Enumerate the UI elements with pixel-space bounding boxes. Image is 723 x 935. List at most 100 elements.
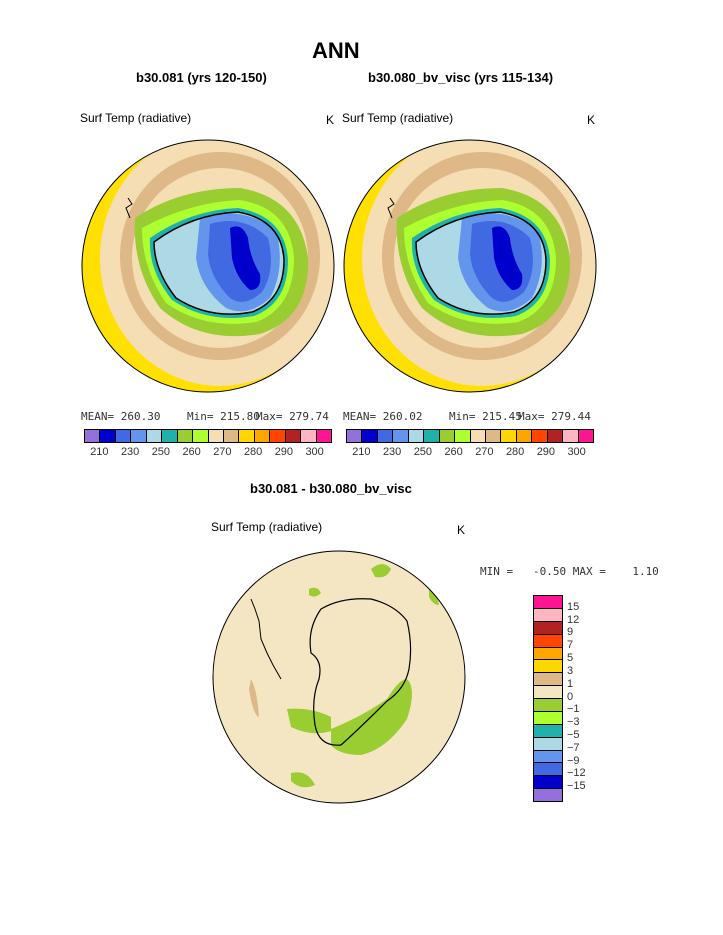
colorbar-tick-label: 230	[382, 446, 402, 458]
diff-title: b30.081 - b30.080_bv_visc	[250, 481, 412, 496]
colorbar-tick-label: 270	[213, 446, 232, 458]
colorbar-tick-label: −3	[567, 716, 580, 729]
diff-colorbar	[533, 595, 563, 802]
colorbar-swatch	[534, 737, 562, 751]
colorbar-swatch	[534, 660, 562, 674]
colorbar-swatch	[534, 776, 562, 790]
colorbar-swatch	[534, 596, 562, 609]
left-colorbar	[84, 429, 332, 443]
colorbar-swatch	[534, 673, 562, 687]
colorbar-swatch	[534, 608, 562, 622]
colorbar-swatch	[563, 430, 579, 442]
colorbar-swatch	[534, 763, 562, 777]
colorbar-swatch	[534, 647, 562, 661]
colorbar-tick-label: 290	[536, 446, 556, 458]
colorbar-swatch	[177, 430, 194, 442]
colorbar-swatch	[285, 430, 302, 442]
colorbar-tick-label: −9	[567, 754, 580, 767]
colorbar-swatch	[347, 430, 363, 442]
colorbar-tick-label: 250	[151, 446, 171, 458]
coastline	[415, 211, 547, 315]
colorbar-swatch	[146, 430, 163, 442]
coastline	[309, 598, 412, 746]
colorbar-tick-label: 9	[567, 626, 574, 639]
colorbar-swatch	[534, 711, 562, 725]
colorbar-swatch	[408, 430, 425, 442]
colorbar-swatch	[100, 430, 116, 442]
right-min-stat: Min= 215.45	[449, 410, 522, 423]
left-min-stat: Min= 215.80	[187, 410, 260, 423]
colorbar-swatch	[362, 430, 378, 442]
diff-units-label: K	[457, 523, 466, 537]
colorbar-swatch	[131, 430, 147, 442]
colorbar-swatch	[193, 430, 209, 442]
peninsula-coast	[250, 598, 282, 680]
left-units-label: K	[326, 113, 335, 127]
colorbar-swatch	[534, 634, 562, 648]
colorbar-swatch	[534, 621, 562, 635]
colorbar-tick-label: −7	[567, 741, 580, 754]
colorbar-swatch	[162, 430, 178, 442]
peninsula-coast	[125, 197, 133, 219]
colorbar-tick-label: 5	[567, 652, 574, 665]
right-mean-stat: MEAN= 260.02	[343, 410, 423, 423]
colorbar-swatch	[516, 430, 533, 442]
colorbar-tick-label: 0	[567, 690, 574, 703]
colorbar-tick-label: 290	[274, 446, 294, 458]
left-field-label: Surf Temp (radiative)	[80, 111, 192, 125]
colorbar-swatch	[547, 430, 564, 442]
colorbar-swatch	[270, 430, 286, 442]
colorbar-swatch	[534, 686, 562, 699]
colorbar-swatch	[534, 724, 562, 738]
diff-field-label: Surf Temp (radiative)	[211, 520, 323, 534]
colorbar-swatch	[85, 430, 101, 442]
colorbar-tick-label: −12	[567, 767, 586, 780]
right-colorbar	[346, 429, 594, 443]
colorbar-swatch	[578, 430, 593, 442]
green-patch	[429, 589, 439, 605]
colorbar-swatch	[208, 430, 224, 442]
colorbar-swatch	[534, 699, 562, 712]
darkblue-region	[492, 226, 523, 290]
green-patch	[309, 587, 321, 597]
colorbar-tick-label: 300	[305, 446, 324, 458]
colorbar-swatch	[501, 430, 517, 442]
right-max-stat: Max= 279.44	[518, 410, 591, 423]
left-mean-stat: MEAN= 260.30	[81, 410, 161, 423]
coastline	[153, 211, 285, 315]
colorbar-tick-label: 260	[444, 446, 463, 458]
colorbar-swatch	[424, 430, 440, 442]
colorbar-swatch	[439, 430, 456, 442]
peninsula-coast	[387, 197, 395, 219]
colorbar-tick-label: 260	[182, 446, 201, 458]
right-polar-map	[343, 139, 597, 393]
colorbar-swatch	[115, 430, 132, 442]
colorbar-swatch	[534, 789, 562, 801]
colorbar-swatch	[455, 430, 471, 442]
colorbar-tick-label: 3	[567, 664, 574, 677]
colorbar-swatch	[301, 430, 317, 442]
right-field-label: Surf Temp (radiative)	[342, 111, 454, 125]
colorbar-tick-label: −5	[567, 728, 580, 741]
colorbar-tick-label: 230	[120, 446, 140, 458]
colorbar-tick-label: −15	[567, 780, 586, 793]
colorbar-tick-label: 270	[475, 446, 494, 458]
left-polar-map	[81, 139, 335, 393]
colorbar-tick-label: 280	[505, 446, 525, 458]
diffbg-region	[213, 551, 465, 803]
main-title: ANN	[312, 38, 360, 63]
colorbar-tick-label: 280	[243, 446, 263, 458]
colorbar-swatch	[316, 430, 331, 442]
colorbar-swatch	[470, 430, 486, 442]
green-patch	[371, 564, 391, 578]
colorbar-swatch	[254, 430, 271, 442]
diff-polar-map	[212, 550, 466, 804]
colorbar-swatch	[223, 430, 240, 442]
colorbar-swatch	[393, 430, 409, 442]
colorbar-tick-label: 1	[567, 677, 574, 690]
colorbar-tick-label: 210	[352, 446, 371, 458]
colorbar-swatch	[534, 750, 562, 764]
diff-minmax: MIN = -0.50 MAX = 1.10	[480, 565, 659, 578]
right-units-label: K	[587, 113, 596, 127]
colorbar-tick-label: 15	[567, 600, 580, 613]
